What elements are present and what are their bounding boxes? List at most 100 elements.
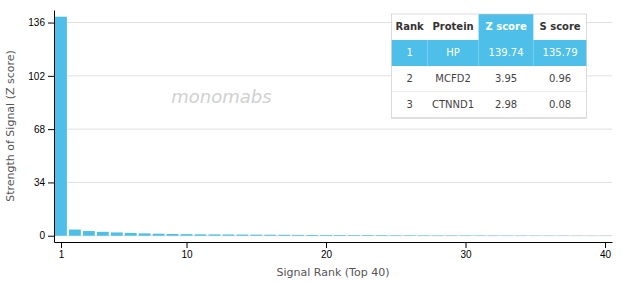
bar (278, 234, 290, 236)
bar (515, 235, 527, 236)
tick: 102 (28, 71, 54, 82)
bar (264, 235, 276, 236)
table-cell (428, 66, 479, 92)
table-text: 3.95 (495, 73, 517, 84)
tick-mark (61, 242, 62, 248)
y-axis-title: Strength of Signal (Z score) (4, 50, 17, 202)
tick-mark (48, 76, 54, 77)
bar (55, 17, 67, 236)
bar (334, 235, 346, 237)
tick-mark (326, 242, 327, 248)
bar (487, 235, 499, 236)
x-axis-title: Signal Rank (Top 40) (277, 266, 390, 279)
table-cell (479, 92, 534, 118)
table-text: 3 (406, 99, 412, 110)
tick-label: 136 (28, 17, 45, 28)
bar (418, 235, 430, 236)
tick: 30 (460, 242, 472, 260)
table-border (392, 14, 587, 118)
tick-label: 0 (39, 230, 45, 241)
tick-mark (48, 236, 54, 237)
bar (501, 235, 513, 236)
table-header-cell (428, 14, 479, 40)
table-text: 0.08 (549, 99, 571, 110)
tick-label: 1 (59, 249, 65, 260)
table: RankProteinZ scoreS score1HP139.74135.79… (392, 14, 587, 118)
bars (55, 17, 611, 236)
axis-line (54, 11, 55, 243)
table-cell (428, 40, 479, 66)
tick: 136 (28, 17, 54, 28)
bar (139, 233, 151, 235)
tick-label: 20 (321, 249, 333, 260)
table-text: 0.96 (549, 73, 571, 84)
table-cell (428, 92, 479, 118)
table-cell (479, 40, 534, 66)
bar (376, 235, 388, 237)
bar (97, 232, 109, 236)
table-cell (479, 66, 534, 92)
y-axis: 0 34 68 102 136 (28, 11, 54, 243)
tick-mark (605, 242, 606, 248)
tick: 10 (181, 242, 193, 260)
table-cell (392, 40, 428, 66)
table-header: Rank (395, 21, 424, 32)
bar (83, 231, 95, 236)
tick: 1 (59, 242, 65, 260)
bar (529, 235, 541, 236)
bar (474, 235, 486, 236)
table-text: CTNND1 (432, 99, 474, 110)
grid-line (54, 182, 612, 183)
tick: 40 (600, 242, 612, 260)
table-header-cell (534, 14, 587, 40)
bar (571, 235, 583, 236)
bar (585, 235, 597, 236)
bar (111, 232, 123, 235)
tick: 20 (321, 242, 333, 260)
table-text: 1 (406, 47, 412, 58)
x-axis: 1 10 20 30 40 (55, 242, 613, 260)
plot: monomabs 1 10 20 30 40 0 34 68 102 136 (28, 11, 612, 261)
bar (320, 234, 332, 236)
tick-mark (48, 182, 54, 183)
tick: 34 (34, 177, 54, 188)
tick-label: 10 (181, 249, 193, 260)
table-header-cell (479, 14, 534, 40)
tick-mark (187, 242, 188, 248)
table-cell (392, 92, 428, 118)
tick: 68 (34, 124, 54, 135)
tick-mark (466, 242, 467, 248)
tick: 0 (39, 230, 54, 241)
table-text: MCFD2 (435, 73, 470, 84)
bar (543, 235, 555, 236)
bar (167, 234, 179, 236)
bar (348, 235, 360, 237)
table-text: 2.98 (495, 99, 517, 110)
chart: monomabs 1 10 20 30 40 0 34 68 102 136 Signal Rank … (0, 0, 622, 282)
bar (69, 230, 81, 236)
table-header: Z score (485, 21, 526, 32)
tick-label: 40 (600, 249, 612, 260)
bar (362, 235, 374, 237)
grid-line (54, 129, 612, 130)
tick-label: 102 (28, 71, 45, 82)
watermark: monomabs (171, 86, 271, 107)
table-cell (534, 92, 587, 118)
tick-label: 68 (34, 124, 46, 135)
table-text: 139.74 (489, 47, 524, 58)
bar (460, 235, 472, 236)
axis-line (55, 242, 613, 243)
table-cell (534, 40, 587, 66)
table-header: S score (540, 21, 581, 32)
bar (236, 235, 248, 236)
table-text: 135.79 (543, 47, 578, 58)
bar (125, 233, 137, 236)
tick-mark (48, 129, 54, 130)
table-text: 2 (406, 73, 412, 84)
tick-label: 30 (460, 249, 472, 260)
bar (292, 234, 304, 236)
bar (181, 234, 193, 236)
bar (432, 235, 444, 236)
bar (208, 234, 220, 235)
bar (195, 234, 207, 235)
